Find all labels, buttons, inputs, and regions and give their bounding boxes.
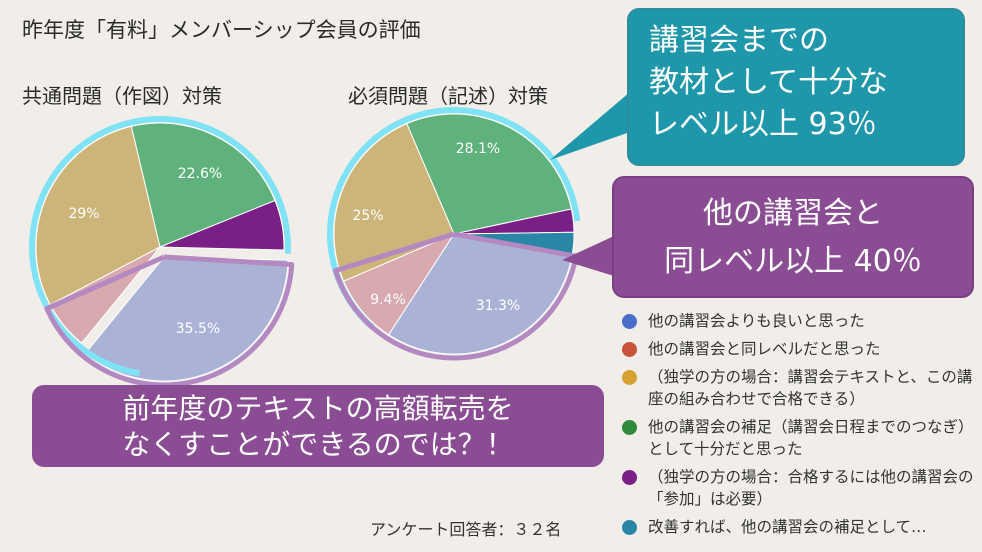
callout-teal-pointer [550,92,630,160]
label-right-28-1: 28.1% [456,141,500,157]
legend-item: 他の講習会と同レベルだと思った [620,338,980,360]
callout-teal: 講習会までの 教材として十分な レベル以上 93％ [627,8,965,166]
callout-purple: 他の講習会と 同レベル以上 40％ [612,176,974,298]
main-title: 昨年度「有料」メンバーシップ会員の評価 [22,18,421,42]
slice-left-purple [159,199,285,251]
legend-label: （独学の方の場合：合格するには他の講習会の「参加」は必要） [648,468,974,508]
legend-item: 他の講習会よりも良いと思った [620,310,980,332]
outline-left-purple [44,254,295,388]
chart-title-left: 共通問題（作図）対策 [22,84,222,108]
callout-teal-line1: 講習会までの [649,23,829,58]
legend-item: 改善すれば、他の講習会の補足として… [620,516,980,538]
slice-right-green [406,113,572,235]
chart-title-right: 必須問題（記述）対策 [348,84,548,108]
slice-right-lavender [387,233,573,355]
callout-purple-line1: 他の講習会と [703,196,883,231]
label-left-22-6: 22.6% [178,166,222,182]
legend-swatch [622,470,637,485]
legend-swatch [622,370,637,385]
legend-label: 他の講習会よりも良いと思った [648,312,865,330]
label-right-9-4: 9.4% [370,292,406,308]
legend-swatch [622,420,637,435]
legend-swatch [622,342,637,357]
legend-swatch [622,314,637,329]
pie-left: 29% 22.6% 35.5% [29,116,295,388]
label-right-25: 25% [352,208,383,224]
legend-item: （独学の方の場合：講習会テキストと、この講座の組み合わせで合格できる） [620,366,980,410]
legend-label: 他の講習会と同レベルだと思った [648,340,881,358]
footnote: アンケート回答者：３２名 [370,520,562,539]
legend-label: 改善すれば、他の講習会の補足として… [648,518,927,536]
callout-bottom-line2: なくすことができるのでは？！ [122,428,514,461]
legend-swatch [622,520,637,535]
outline-right-purple [333,231,579,361]
callout-purple-pointer [562,236,614,276]
legend-item: （独学の方の場合：合格するには他の講習会の「参加」は必要） [620,466,980,510]
legend-label: （独学の方の場合：講習会テキストと、この講座の組み合わせで合格できる） [648,368,973,408]
slice-left-tan [35,125,161,306]
callout-teal-line3: レベル以上 93％ [649,107,877,142]
callout-bottom-line1: 前年度のテキストの高額転売を [122,392,514,425]
pie-right: 25% 28.1% 31.3% 9.4% [327,107,581,361]
legend: 他の講習会よりも良いと思った 他の講習会と同レベルだと思った （独学の方の場合：講習… [620,310,980,544]
legend-item: 他の講習会の補足（講習会日程までのつなぎ）として十分だと思った [620,416,980,460]
slice-right-pink [343,232,456,336]
callout-purple-line2: 同レベル以上 40％ [664,244,922,279]
label-left-35-5: 35.5% [176,321,220,337]
outline-right-cyan [327,107,581,330]
legend-label: 他の講習会の補足（講習会日程までのつなぎ）として十分だと思った [648,418,974,458]
slice-left-lavender [84,256,289,382]
label-right-31-3: 31.3% [476,298,520,314]
callout-bottom: 前年度のテキストの高額転売を なくすことができるのでは？！ [32,385,604,467]
callout-teal-line2: 教材として十分な [649,65,889,100]
slice-left-green [130,122,276,248]
label-left-29: 29% [68,206,99,222]
